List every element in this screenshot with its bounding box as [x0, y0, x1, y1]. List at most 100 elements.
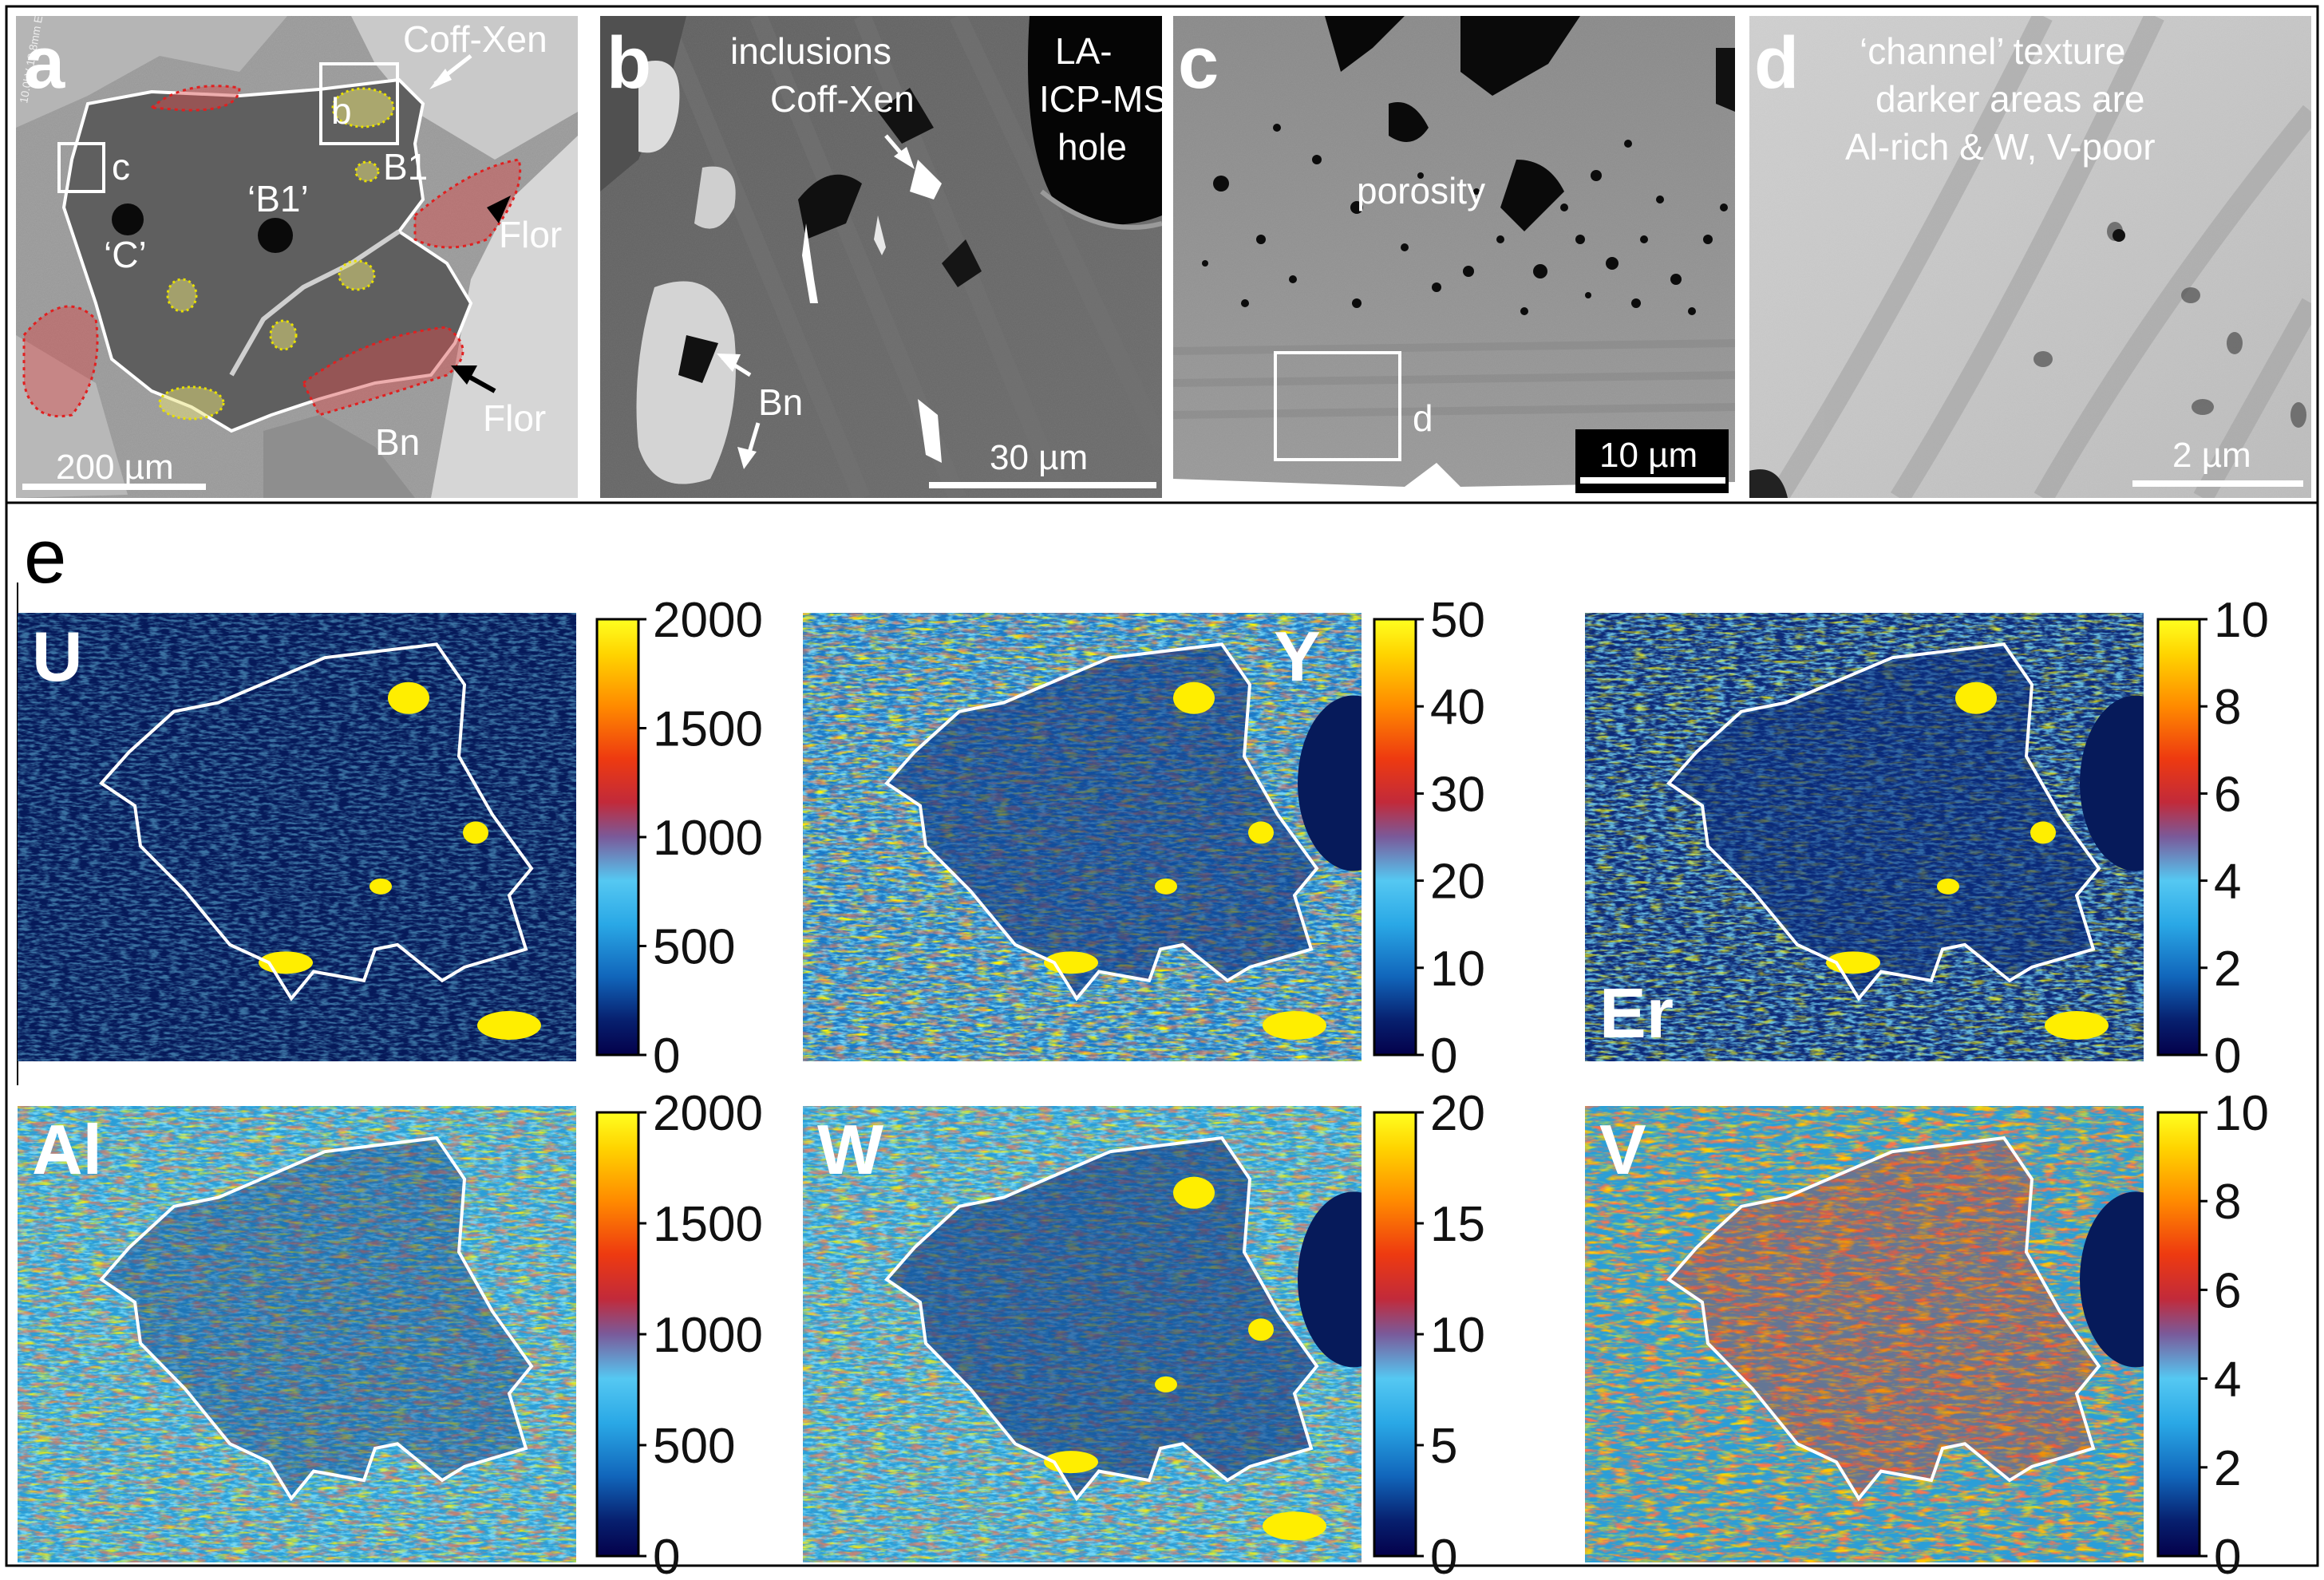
- colorbar-tick-label: 0: [2214, 1029, 2241, 1084]
- inset-box-b: [319, 62, 399, 145]
- yellow-zone-1: [331, 87, 395, 128]
- colorbar-tick-label: 4: [2214, 1353, 2241, 1408]
- red-zone-2: [413, 158, 522, 249]
- grain-outline-v: [1666, 1136, 2101, 1502]
- caption-line-1: ‘channel’ texture: [1860, 30, 2125, 72]
- laser-ablation-hole: [1028, 16, 1162, 225]
- red-zone-3: [22, 305, 99, 418]
- colorbar-tick-label: 15: [1430, 1197, 1485, 1252]
- label-inclusions: inclusions: [730, 30, 891, 72]
- colorbar-tick-label: 0: [2214, 1530, 2241, 1580]
- label-b1-quote: ‘B1’: [247, 178, 309, 219]
- label-coff-xen: Coff-Xen: [403, 18, 547, 60]
- colorbar-tick-label: 1500: [653, 1197, 763, 1252]
- arrow-flor-1: [487, 196, 511, 223]
- red-zone-1: [148, 85, 241, 112]
- map-er: Er 10 8 6 4 2 0: [1585, 593, 2269, 1084]
- colorbar-er: [2158, 619, 2200, 1055]
- channel-bands: [1770, 16, 2311, 498]
- colorbar-al: [597, 1112, 638, 1556]
- panel-a-label: a: [24, 22, 65, 104]
- panel-c-label: c: [1178, 22, 1219, 104]
- panel-d: d ‘channel’ texture darker areas are Al-…: [1749, 16, 2311, 498]
- map-label-al: Al: [32, 1110, 102, 1189]
- colorbar-tick-label: 2000: [653, 1086, 763, 1141]
- colorbar-tick-label: 20: [1430, 1086, 1485, 1141]
- colorbar-tick-label: 50: [1430, 593, 1485, 648]
- colorbar-tick-label: 10: [2214, 1086, 2269, 1141]
- colorbar-tick-label: 4: [2214, 855, 2241, 910]
- yellow-zone-6: [158, 385, 225, 421]
- colorbar-tick-label: 1000: [653, 811, 763, 866]
- inset-box-c: [57, 142, 105, 193]
- panel-b: b inclusions Coff-Xen LA- ICP-MS hole Bn…: [600, 16, 1162, 498]
- map-u: U 2000 1500 1000 500 0: [18, 593, 763, 1084]
- map-al: Al 2000 1500 1000 500 0: [18, 1086, 763, 1580]
- label-d: d: [1413, 397, 1433, 439]
- colorbar-tick-label: 0: [1430, 1530, 1457, 1580]
- scale-bar-c-text: 10 µm: [1599, 436, 1698, 475]
- colorbar-tick-label: 30: [1430, 767, 1485, 822]
- scale-bar-d-text: 2 µm: [2172, 436, 2251, 475]
- colorbar-tick-label: 2: [2214, 1441, 2241, 1496]
- colorbar-u: [597, 619, 638, 1055]
- colorbar-tick-label: 8: [2214, 680, 2241, 735]
- yellow-zone-5: [269, 319, 298, 351]
- porosity-pores: [1202, 124, 1728, 315]
- colorbar-tick-label: 10: [1430, 942, 1485, 997]
- map-label-w: W: [817, 1110, 883, 1189]
- label-b1: B1: [383, 146, 428, 188]
- scale-bar-a-text: 200 µm: [56, 448, 174, 487]
- colorbar-tick-label: 6: [2214, 1263, 2241, 1318]
- colorbar-v: [2158, 1112, 2200, 1556]
- label-la: LA-: [1055, 30, 1113, 72]
- caption-line-2: darker areas are: [1875, 78, 2145, 120]
- colorbar-tick-label: 10: [2214, 593, 2269, 648]
- grain-outline-er: [1666, 642, 2101, 1001]
- colorbar-tick-label: 40: [1430, 680, 1485, 735]
- map-v: V 10 8 6 4 2 0: [1585, 1086, 2269, 1580]
- scale-bar-a: [22, 484, 206, 490]
- yellow-zone-3: [166, 278, 198, 313]
- colorbar-tick-label: 1500: [653, 702, 763, 757]
- colorbar-tick-label: 10: [1430, 1308, 1485, 1363]
- yellow-zone-2: [354, 160, 380, 183]
- panel-a: 10.0kV 18.8mm Eq W a Coff-Xen b c ‘B1’ B…: [16, 16, 578, 498]
- colorbar-tick-label: 1000: [653, 1308, 763, 1363]
- label-bn-b: Bn: [758, 381, 803, 423]
- caption-line-3: Al-rich & W, V-poor: [1845, 126, 2156, 168]
- colorbar-tick-label: 6: [2214, 767, 2241, 822]
- label-c: c: [112, 146, 130, 188]
- inset-box-d: [1274, 351, 1401, 461]
- colorbar-y: [1374, 619, 1416, 1055]
- label-porosity: porosity: [1357, 170, 1485, 211]
- label-coff-xen-b: Coff-Xen: [770, 78, 915, 120]
- scale-bar-c: [1580, 477, 1725, 484]
- scale-bar-d: [2132, 480, 2303, 487]
- colorbar-tick-label: 20: [1430, 855, 1485, 910]
- colorbar-tick-label: 2: [2214, 942, 2241, 997]
- label-flor-2: Flor: [483, 397, 546, 439]
- panel-d-label: d: [1754, 22, 1799, 104]
- label-c-quote: ‘C’: [104, 234, 147, 275]
- panel-e-label: e: [24, 514, 66, 599]
- label-flor-1: Flor: [499, 214, 562, 255]
- colorbar-tick-label: 5: [1430, 1419, 1457, 1474]
- grain-outline-al: [99, 1136, 534, 1502]
- map-label-er: Er: [1599, 974, 1674, 1053]
- colorbar-tick-label: 500: [653, 920, 735, 975]
- label-hole: hole: [1057, 126, 1127, 168]
- colorbar-tick-label: 500: [653, 1419, 735, 1474]
- laser-hole-b1: [258, 218, 293, 253]
- flor-region: [431, 136, 578, 498]
- red-zone-4: [302, 326, 464, 417]
- scale-bar-b-text: 30 µm: [990, 438, 1088, 477]
- grain-outline-u: [98, 642, 534, 1001]
- colorbar-tick-label: 2000: [653, 593, 763, 648]
- map-label-y: Y: [1274, 617, 1321, 696]
- laser-hole-c: [112, 203, 144, 235]
- map-label-v: V: [1599, 1110, 1646, 1189]
- scale-bar-b: [929, 482, 1156, 488]
